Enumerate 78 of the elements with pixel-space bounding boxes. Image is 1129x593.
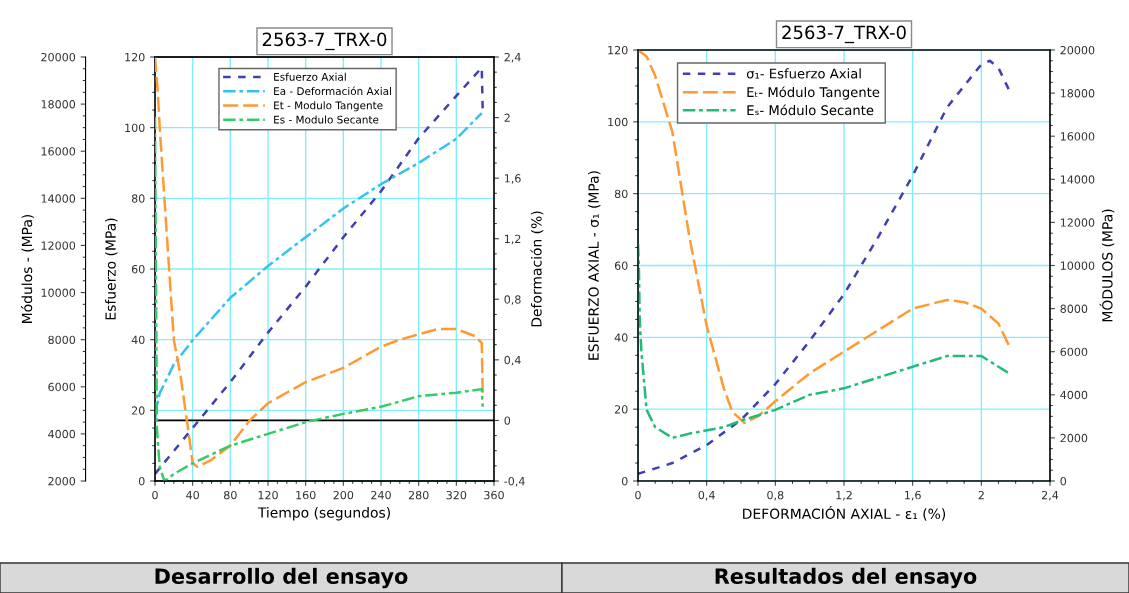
y2-tick-label: 8000 <box>1060 304 1088 313</box>
y2-tick-label: 14000 <box>1060 175 1095 184</box>
y2-tick-label: 4000 <box>1060 390 1088 400</box>
legend-label: σ₁- Esfuerzo Axial <box>746 68 861 79</box>
y2-axis-title: MÓDULOS (MPa) <box>1099 209 1115 322</box>
y-tick-label: 0 <box>138 476 145 486</box>
legend-label: Ea - Deformación Axial <box>274 86 391 96</box>
y2-tick-label: 12000 <box>1060 218 1095 227</box>
x-axis-title: DEFORMACIÓN AXIAL - ε₁ (%) <box>743 505 946 521</box>
y2-tick-label: 0 <box>504 416 511 425</box>
x-axis-title: Tiempo (segundos) <box>257 507 390 521</box>
y2-tick-label: 20000 <box>1060 45 1095 55</box>
y3-tick-label: 4000 <box>48 429 76 439</box>
legend-label: Esfuerzo Axial <box>274 72 346 81</box>
x-tick-label: 40 <box>186 490 199 500</box>
y2-tick-label: 0,8 <box>504 295 521 305</box>
y2-axis-title: Deformación (%) <box>530 211 544 327</box>
x-tick-label: 0,4 <box>698 490 715 501</box>
y-tick-label: 40 <box>614 333 628 342</box>
y3-tick-label: 6000 <box>48 382 76 392</box>
x-tick-label: 80 <box>224 490 237 500</box>
y2-tick-label: 1,6 <box>504 174 521 184</box>
y-tick-label: 60 <box>614 261 628 270</box>
y3-tick-label: 14000 <box>41 194 76 203</box>
y-tick-label: 100 <box>125 123 145 133</box>
y2-tick-label: -0,4 <box>504 476 525 487</box>
y3-axis-title: Módulos - (MPa) <box>20 214 34 323</box>
x-tick-label: 0 <box>635 490 641 500</box>
y3-tick-label: 12000 <box>41 241 76 250</box>
x-tick-label: 2,4 <box>1041 490 1059 501</box>
y-tick-label: 20 <box>614 405 628 414</box>
x-tick-label: 1,2 <box>836 490 852 501</box>
y3-tick-label: 2000 <box>48 476 76 486</box>
x-tick-label: 280 <box>408 490 429 500</box>
y-tick-label: 60 <box>131 264 145 274</box>
legend-label: Eₜ- Módulo Tangente <box>747 86 880 100</box>
x-tick-label: 120 <box>258 490 278 500</box>
y3-tick-label: 16000 <box>41 147 76 156</box>
x-tick-label: 320 <box>446 490 467 500</box>
y2-tick-label: 10000 <box>1060 261 1095 270</box>
y2-tick-label: 2,4 <box>504 52 521 63</box>
y-tick-label: 20 <box>131 406 145 415</box>
y-tick-label: 80 <box>614 189 628 199</box>
x-tick-label: 0,8 <box>767 490 784 501</box>
chart-title: 2563-7_TRX-0 <box>262 32 387 51</box>
y-axis-title: ESFUERZO AXIAL - σ₁ (MPa) <box>588 171 601 360</box>
text: Resultados del ensayo <box>715 567 977 589</box>
chart-title: 2563-7_TRX-0 <box>782 25 906 44</box>
y-tick-label: 100 <box>608 117 628 127</box>
y-tick-label: 40 <box>131 335 145 345</box>
y2-tick-label: 2000 <box>1060 433 1088 443</box>
y2-tick-label: 6000 <box>1060 347 1088 357</box>
x-tick-label: 160 <box>296 490 316 500</box>
y2-tick-label: 0,4 <box>504 355 521 366</box>
legend-label: Eₛ- Módulo Secante <box>747 104 874 116</box>
y3-tick-label: 20000 <box>41 52 76 62</box>
y-tick-label: 120 <box>608 45 628 55</box>
y3-tick-label: 8000 <box>48 335 76 345</box>
x-tick-label: 1,6 <box>905 490 921 501</box>
x-tick-label: 240 <box>371 490 391 500</box>
y-axis-title: Esfuerzo (MPa) <box>105 218 118 320</box>
y3-tick-label: 10000 <box>41 288 76 297</box>
y2-tick-label: 16000 <box>1060 132 1095 141</box>
y2-tick-label: 2 <box>504 113 510 122</box>
text: Desarrollo del ensayo <box>155 567 408 589</box>
x-tick-label: 2 <box>978 490 984 500</box>
y2-tick-label: 0 <box>1060 476 1067 486</box>
legend-label: Es - Modulo Secante <box>274 115 379 124</box>
y-tick-label: 80 <box>131 194 145 203</box>
y3-tick-label: 18000 <box>41 100 76 109</box>
x-tick-label: 0 <box>152 490 158 500</box>
y2-tick-label: 1,2 <box>504 234 521 245</box>
y-tick-label: 120 <box>125 52 145 62</box>
x-tick-label: 360 <box>484 490 504 500</box>
legend-label: Et - Modulo Tangente <box>274 101 383 112</box>
y2-tick-label: 18000 <box>1060 89 1095 98</box>
x-tick-label: 200 <box>333 490 354 500</box>
y-tick-label: 0 <box>621 476 628 486</box>
